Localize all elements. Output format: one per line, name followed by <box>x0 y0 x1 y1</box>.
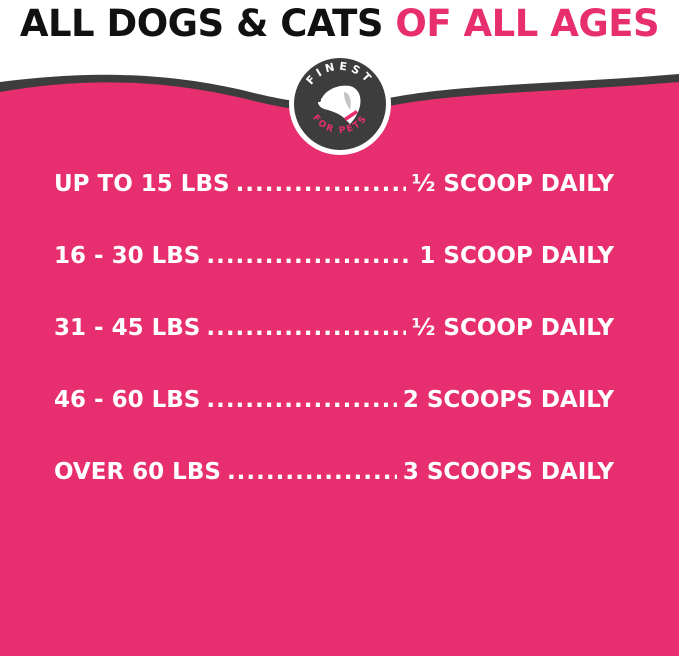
title-part-black: ALL DOGS & CATS <box>19 2 384 45</box>
serving-amount: 3 SCOOPS DAILY <box>402 459 614 485</box>
feeding-row: 31 - 45 LBS ½ SCOOP DAILY <box>54 310 614 382</box>
leader-dots <box>206 382 396 418</box>
weight-range: 31 - 45 LBS <box>54 315 201 341</box>
page-title: ALL DOGS & CATS OF ALL AGES <box>0 2 679 45</box>
serving-amount: ½ SCOOP DAILY <box>411 171 614 197</box>
serving-amount: 1 SCOOP DAILY <box>419 243 614 269</box>
feeding-guide: UP TO 15 LBS ½ SCOOP DAILY 16 - 30 LBS 1 S… <box>54 166 614 526</box>
serving-amount: ½ SCOOP DAILY <box>411 315 614 341</box>
feeding-row: OVER 60 LBS 3 SCOOPS DAILY <box>54 454 614 526</box>
leader-dots <box>206 310 405 346</box>
title-part-pink: OF ALL AGES <box>395 2 660 45</box>
feeding-row: 46 - 60 LBS 2 SCOOPS DAILY <box>54 382 614 454</box>
feeding-row: 16 - 30 LBS 1 SCOOP DAILY <box>54 238 614 310</box>
weight-range: OVER 60 LBS <box>54 459 221 485</box>
weight-range: 16 - 30 LBS <box>54 243 201 269</box>
feeding-row: UP TO 15 LBS ½ SCOOP DAILY <box>54 166 614 238</box>
leader-dots <box>227 454 397 490</box>
serving-amount: 2 SCOOPS DAILY <box>402 387 614 413</box>
weight-range: 46 - 60 LBS <box>54 387 201 413</box>
dog-head-icon <box>317 85 361 124</box>
finest-for-pets-logo: FINEST FOR PETS <box>289 53 391 155</box>
leader-dots <box>206 238 413 274</box>
weight-range: UP TO 15 LBS <box>54 171 230 197</box>
leader-dots <box>236 166 406 202</box>
